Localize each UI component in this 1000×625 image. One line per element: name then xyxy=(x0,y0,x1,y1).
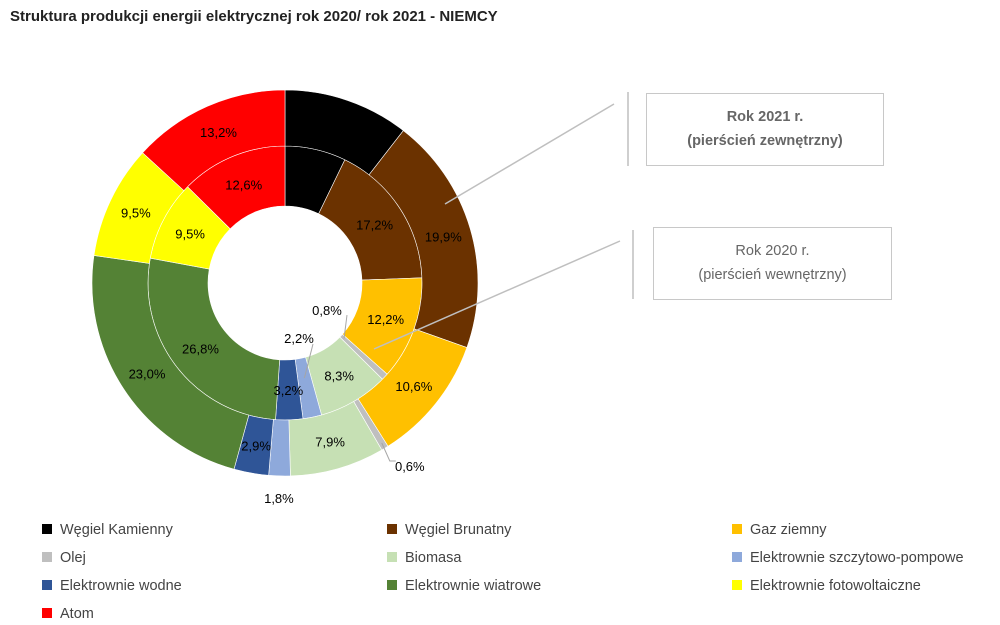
legend-item-gaz-ziemny: Gaz ziemny xyxy=(732,522,827,538)
legend-label-wegiel-kamienny: Węgiel Kamienny xyxy=(60,522,173,538)
label-inner-biomasa: 8,3% xyxy=(324,368,354,383)
label-inner-gaz-ziemny: 12,2% xyxy=(367,312,404,327)
legend-swatch-elektrownie-wodne xyxy=(42,580,52,590)
legend-swatch-wegiel-brunatny xyxy=(387,524,397,534)
label-outer-elektrownie-szczytowo-pompowe: 1,8% xyxy=(264,491,294,506)
legend-item-elektrownie-fotowoltaiczne: Elektrownie fotowoltaiczne xyxy=(732,578,921,594)
legend-label-elektrownie-wodne: Elektrownie wodne xyxy=(60,578,182,594)
legend-swatch-elektrownie-szczytowo-pompowe xyxy=(732,552,742,562)
legend-swatch-elektrownie-fotowoltaiczne xyxy=(732,580,742,590)
legend-item-wegiel-kamienny: Węgiel Kamienny xyxy=(42,522,173,538)
legend-swatch-elektrownie-wiatrowe xyxy=(387,580,397,590)
label-inner-elektrownie-fotowoltaiczne: 9,5% xyxy=(175,227,205,242)
data-labels: 7,2% 17,2% 12,2% 0,8% 8,3% 2,2% 3,2% 26,8% 9,5% 1… xyxy=(121,120,462,506)
outer-callout-line xyxy=(444,103,615,205)
inner-ring xyxy=(147,145,423,421)
legend-swatch-olej xyxy=(42,552,52,562)
legend-label-wegiel-brunatny: Węgiel Brunatny xyxy=(405,522,512,538)
leader-inner-elektrownie-szczytowo-pompowe xyxy=(303,343,314,379)
chart-title: Struktura produkcji energii elektrycznej… xyxy=(10,8,498,25)
inner-ring-label-line2: (pierścień wewnętrzny) xyxy=(698,267,847,283)
label-inner-wegiel-brunatny: 17,2% xyxy=(356,218,393,233)
legend-swatch-atom xyxy=(42,608,52,618)
legend-item-elektrownie-szczytowo-pompowe: Elektrownie szczytowo-pompowe xyxy=(732,550,964,566)
legend-item-atom: Atom xyxy=(42,606,94,622)
outer-ring-label-box: Rok 2021 r. (pierścień zewnętrzny) xyxy=(646,93,884,166)
legend-swatch-wegiel-kamienny xyxy=(42,524,52,534)
legend-label-elektrownie-fotowoltaiczne: Elektrownie fotowoltaiczne xyxy=(750,578,921,594)
legend-item-elektrownie-wiatrowe: Elektrownie wiatrowe xyxy=(387,578,541,594)
inner-callout-line xyxy=(373,240,621,350)
label-outer-gaz-ziemny: 10,6% xyxy=(395,379,432,394)
legend-item-biomasa: Biomasa xyxy=(387,550,461,566)
outer-ring-label-line2: (pierścień zewnętrzny) xyxy=(687,133,843,149)
legend-label-gaz-ziemny: Gaz ziemny xyxy=(750,522,827,538)
label-outer-elektrownie-fotowoltaiczne: 9,5% xyxy=(121,205,151,220)
label-inner-elektrownie-wiatrowe: 26,8% xyxy=(182,342,219,357)
label-outer-wegiel-brunatny: 19,9% xyxy=(425,230,462,245)
label-inner-elektrownie-szczytowo-pompowe: 2,2% xyxy=(284,331,314,346)
label-outer-olej: 0,6% xyxy=(395,459,425,474)
legend-item-wegiel-brunatny: Węgiel Brunatny xyxy=(387,522,511,538)
label-inner-wegiel-kamienny: 7,2% xyxy=(294,172,324,187)
inner-ring-label-line1: Rok 2020 r. xyxy=(735,243,810,259)
label-outer-biomasa: 7,9% xyxy=(315,435,345,450)
legend-label-atom: Atom xyxy=(60,606,94,622)
legend-swatch-biomasa xyxy=(387,552,397,562)
inner-ring-label-box: Rok 2020 r. (pierścień wewnętrzny) xyxy=(653,227,892,300)
legend-item-olej: Olej xyxy=(42,550,86,566)
legend-swatch-gaz-ziemny xyxy=(732,524,742,534)
legend-label-elektrownie-wiatrowe: Elektrownie wiatrowe xyxy=(405,578,542,594)
legend-item-elektrownie-wodne: Elektrownie wodne xyxy=(42,578,182,594)
donut-chart: 7,2% 17,2% 12,2% 0,8% 8,3% 2,2% 3,2% 26,8% 9,5% 1… xyxy=(91,89,634,506)
leader-lines xyxy=(303,92,634,462)
label-outer-atom: 13,2% xyxy=(200,125,237,140)
label-outer-elektrownie-wiatrowe: 23,0% xyxy=(129,366,166,381)
label-inner-atom: 12,6% xyxy=(225,177,262,192)
legend-label-olej: Olej xyxy=(60,550,86,566)
leader-inner-olej xyxy=(343,314,348,339)
outer-ring xyxy=(91,89,479,477)
outer-ring-label-line1: Rok 2021 r. xyxy=(726,109,804,125)
label-inner-olej: 0,8% xyxy=(312,303,342,318)
label-outer-elektrownie-wodne: 2,9% xyxy=(241,438,271,453)
legend-label-elektrownie-szczytowo-pompowe: Elektrownie szczytowo-pompowe xyxy=(750,550,964,566)
leader-outer-olej xyxy=(381,442,396,462)
outer-slice-atom xyxy=(142,89,286,191)
legend-label-biomasa: Biomasa xyxy=(405,550,462,566)
label-outer-wegiel-kamienny: 10,5% xyxy=(320,120,357,135)
label-inner-elektrownie-wodne: 3,2% xyxy=(274,383,304,398)
